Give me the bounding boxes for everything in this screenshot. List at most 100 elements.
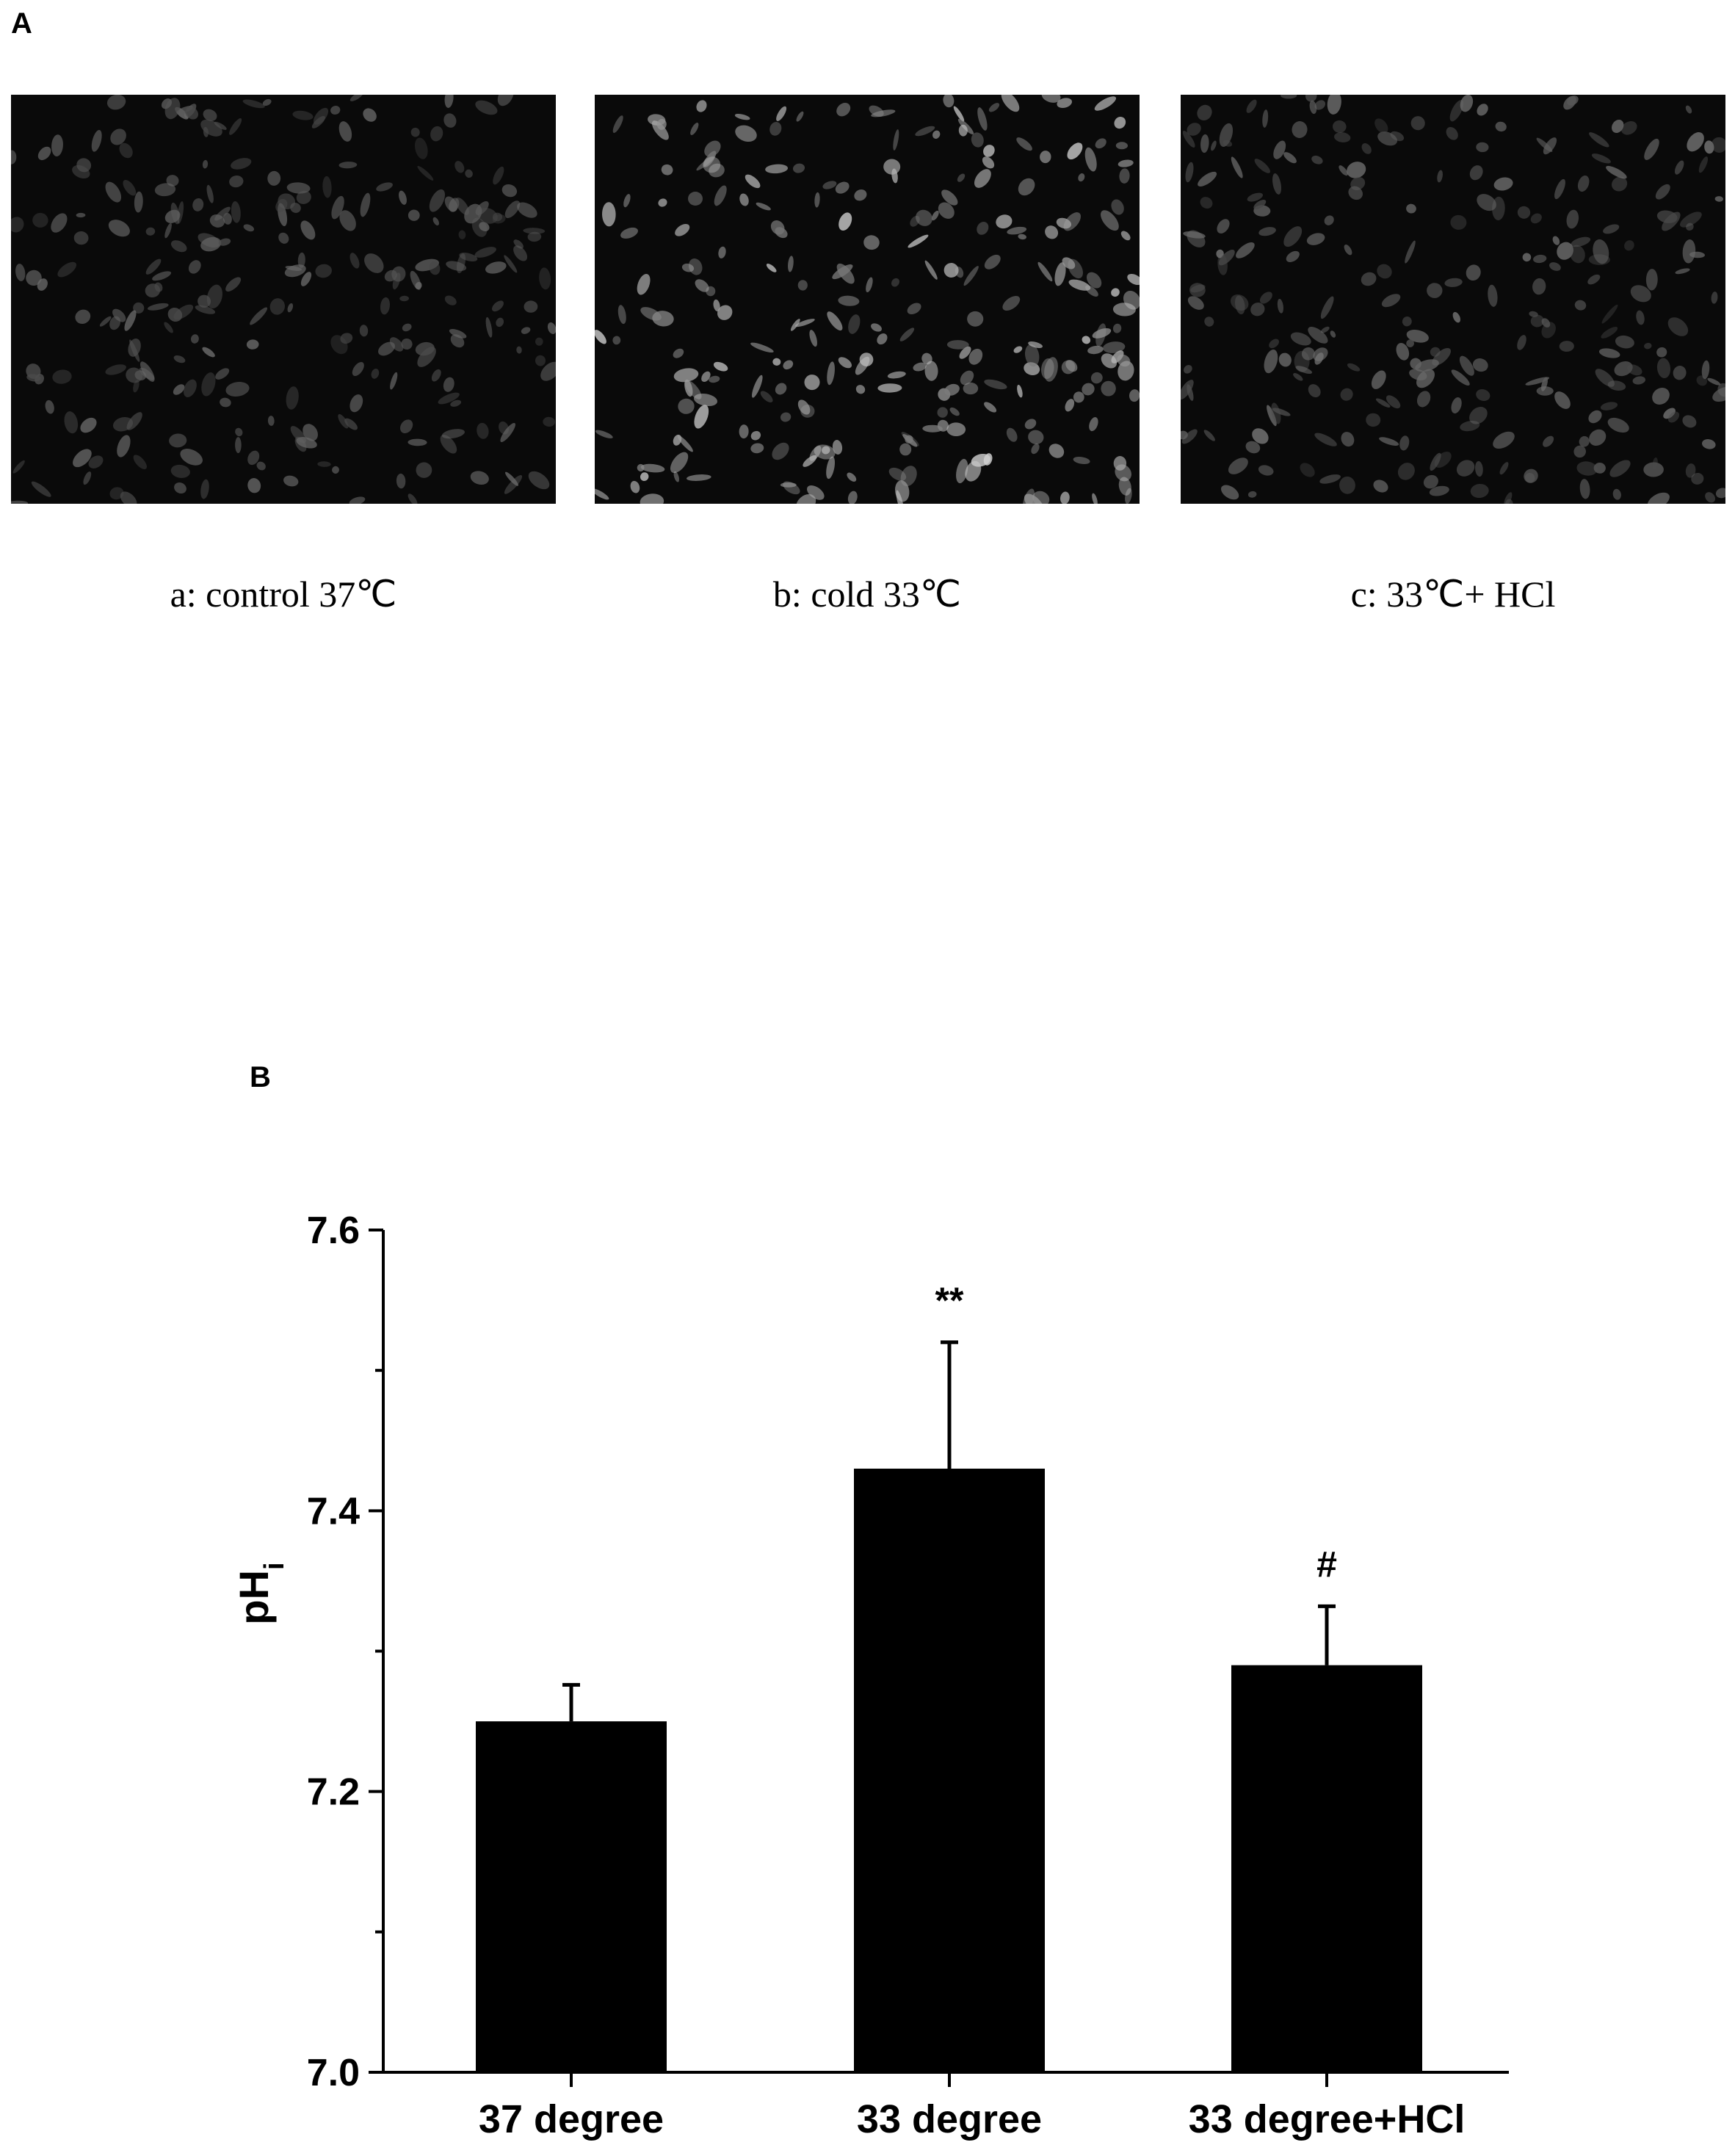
bar-3 bbox=[1231, 1665, 1422, 2072]
cell bbox=[1366, 413, 1381, 427]
cell bbox=[963, 266, 979, 286]
cell bbox=[1685, 463, 1696, 478]
cell bbox=[470, 471, 489, 485]
cell bbox=[521, 327, 531, 334]
cell bbox=[1101, 210, 1119, 231]
cell bbox=[1181, 429, 1198, 444]
cell bbox=[1449, 100, 1464, 122]
cell bbox=[290, 203, 301, 213]
cell bbox=[1621, 121, 1637, 135]
cell bbox=[1314, 100, 1326, 110]
cell bbox=[1402, 316, 1412, 327]
cell bbox=[924, 361, 938, 381]
cell bbox=[1589, 132, 1609, 148]
cell bbox=[513, 245, 528, 261]
cell bbox=[64, 411, 79, 434]
cell bbox=[432, 217, 439, 225]
cell bbox=[902, 434, 918, 447]
cell bbox=[209, 214, 225, 228]
cell bbox=[105, 181, 122, 203]
cell bbox=[1197, 104, 1212, 121]
cell bbox=[1073, 457, 1090, 464]
cell bbox=[338, 413, 349, 429]
cell bbox=[983, 453, 993, 466]
cell bbox=[477, 207, 498, 224]
cell bbox=[706, 286, 716, 297]
cell bbox=[134, 191, 143, 213]
cell bbox=[1235, 295, 1245, 315]
cell bbox=[701, 371, 711, 383]
cell bbox=[1111, 288, 1120, 297]
cell bbox=[1374, 118, 1388, 134]
cell bbox=[1113, 456, 1127, 471]
cell bbox=[982, 156, 995, 169]
cell bbox=[960, 370, 974, 386]
cell bbox=[673, 368, 699, 383]
cell bbox=[315, 264, 332, 278]
significance-mark-2: ** bbox=[935, 1280, 964, 1321]
cell bbox=[908, 234, 929, 248]
cell bbox=[1524, 472, 1535, 483]
cell bbox=[1073, 391, 1084, 403]
cell bbox=[1632, 376, 1646, 385]
cell bbox=[1416, 369, 1435, 388]
cell bbox=[1702, 439, 1716, 449]
cell bbox=[1063, 212, 1081, 231]
cell bbox=[145, 283, 161, 298]
cell bbox=[1587, 274, 1601, 285]
cell bbox=[106, 95, 126, 110]
cell bbox=[300, 272, 312, 286]
cell bbox=[1286, 250, 1300, 262]
cell bbox=[297, 252, 305, 268]
cell bbox=[673, 434, 682, 446]
cell bbox=[681, 263, 695, 272]
cell bbox=[826, 456, 836, 480]
cell bbox=[161, 98, 173, 109]
cell bbox=[1600, 402, 1618, 410]
cell bbox=[1636, 310, 1645, 325]
cell bbox=[640, 463, 665, 473]
cell bbox=[416, 462, 432, 478]
cell bbox=[1236, 242, 1255, 258]
cell bbox=[429, 189, 445, 212]
cell bbox=[1031, 444, 1040, 455]
cell bbox=[1245, 441, 1261, 454]
cell bbox=[349, 95, 363, 101]
cell bbox=[809, 330, 817, 347]
cell bbox=[780, 412, 792, 422]
cell bbox=[1399, 435, 1410, 451]
cell bbox=[1114, 116, 1126, 129]
cell bbox=[338, 121, 352, 142]
cell bbox=[1037, 261, 1053, 282]
cell bbox=[772, 442, 789, 460]
cell bbox=[1339, 476, 1355, 494]
cell bbox=[99, 316, 112, 327]
cell bbox=[247, 478, 261, 493]
cell bbox=[1111, 350, 1124, 363]
cell bbox=[1013, 346, 1023, 353]
cell bbox=[431, 369, 441, 382]
cell bbox=[1190, 284, 1206, 293]
cell bbox=[1711, 292, 1718, 304]
cell bbox=[1017, 384, 1023, 398]
cell bbox=[1123, 291, 1140, 310]
cell bbox=[1476, 142, 1489, 153]
cell bbox=[516, 346, 522, 354]
cell bbox=[504, 255, 518, 273]
cell bbox=[1655, 184, 1670, 200]
cell bbox=[1068, 279, 1091, 291]
cell bbox=[855, 385, 866, 394]
cell bbox=[1028, 430, 1044, 444]
cell bbox=[1459, 355, 1474, 376]
cell bbox=[783, 360, 794, 370]
cell bbox=[601, 202, 616, 227]
cell bbox=[899, 328, 915, 341]
cell bbox=[1652, 457, 1658, 469]
cell bbox=[1406, 203, 1416, 214]
cell bbox=[183, 379, 197, 397]
cell bbox=[675, 223, 690, 236]
cell bbox=[739, 424, 749, 439]
cell bbox=[1290, 332, 1311, 346]
cell bbox=[1041, 95, 1061, 103]
cell bbox=[267, 170, 281, 186]
